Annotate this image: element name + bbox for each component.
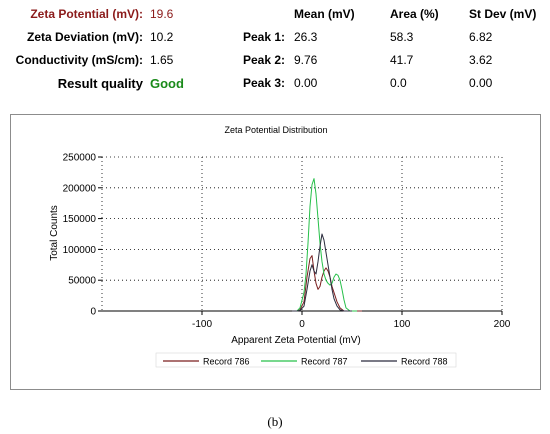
y-tick-label: 150000 — [63, 214, 97, 225]
chart-frame: Zeta Potential Distribution 0 50000 100000… — [10, 114, 541, 390]
series-line-record-786 — [292, 255, 362, 312]
peak-row-mean: 9.76 — [294, 53, 318, 67]
result-quality-label: Result quality — [57, 76, 143, 91]
peak-row-stdev: 0.00 — [469, 76, 493, 90]
legend-label: Record 788 — [401, 357, 448, 367]
y-tick-label: 0 — [90, 307, 96, 318]
zeta-distribution-chart: Zeta Potential Distribution 0 50000 100000… — [49, 125, 511, 368]
header-area: Area (%) — [390, 7, 439, 21]
legend-label: Record 786 — [203, 357, 250, 367]
legend: Record 786 Record 787 Record 788 — [155, 352, 457, 368]
axis-layer: 0 50000 100000 150000 200000 250000 -100 0 100 20… — [63, 153, 511, 331]
x-tick-label: 0 — [299, 319, 305, 330]
y-tick-label: 250000 — [63, 153, 97, 164]
legend-box — [155, 352, 457, 368]
series-line-record-787 — [292, 178, 357, 312]
y-tick-label: 50000 — [68, 276, 96, 287]
series-layer — [292, 178, 362, 312]
conductivity-value: 1.65 — [150, 53, 174, 67]
x-tick-label: 200 — [494, 319, 511, 330]
x-tick-label: -100 — [192, 319, 212, 330]
peak-row-area: 41.7 — [390, 53, 414, 67]
y-tick-label: 200000 — [63, 183, 97, 194]
figure-caption: (b) — [267, 414, 283, 429]
peak-row-area: 58.3 — [390, 30, 414, 44]
zeta-deviation-value: 10.2 — [150, 30, 174, 44]
peak-row-label: Peak 1: — [243, 30, 286, 44]
x-tick-label: 100 — [394, 319, 411, 330]
x-axis-title: Apparent Zeta Potential (mV) — [231, 335, 361, 346]
series-line-record-788 — [292, 233, 352, 312]
legend-label: Record 787 — [301, 357, 348, 367]
zeta-deviation-label: Zeta Deviation (mV): — [26, 30, 143, 44]
peak-row-label: Peak 2: — [243, 53, 286, 67]
peak-row-stdev: 6.82 — [469, 30, 493, 44]
header-mean: Mean (mV) — [294, 7, 355, 21]
result-quality-value: Good — [150, 76, 184, 91]
zeta-potential-label: Zeta Potential (mV): — [30, 7, 143, 21]
peak-row-mean: 26.3 — [294, 30, 318, 44]
conductivity-label: Conductivity (mS/cm): — [15, 53, 143, 67]
chart-title: Zeta Potential Distribution — [224, 125, 327, 135]
grid-layer — [101, 156, 503, 312]
peak-row-stdev: 3.62 — [469, 53, 493, 67]
peak-row-label: Peak 3: — [243, 76, 286, 90]
zeta-potential-value: 19.6 — [150, 7, 174, 21]
y-axis-title: Total Counts — [49, 205, 60, 261]
peak-row-mean: 0.00 — [294, 76, 318, 90]
header-stdev: St Dev (mV) — [469, 7, 537, 21]
y-tick-label: 100000 — [63, 245, 97, 256]
peak-row-area: 0.0 — [390, 76, 407, 90]
